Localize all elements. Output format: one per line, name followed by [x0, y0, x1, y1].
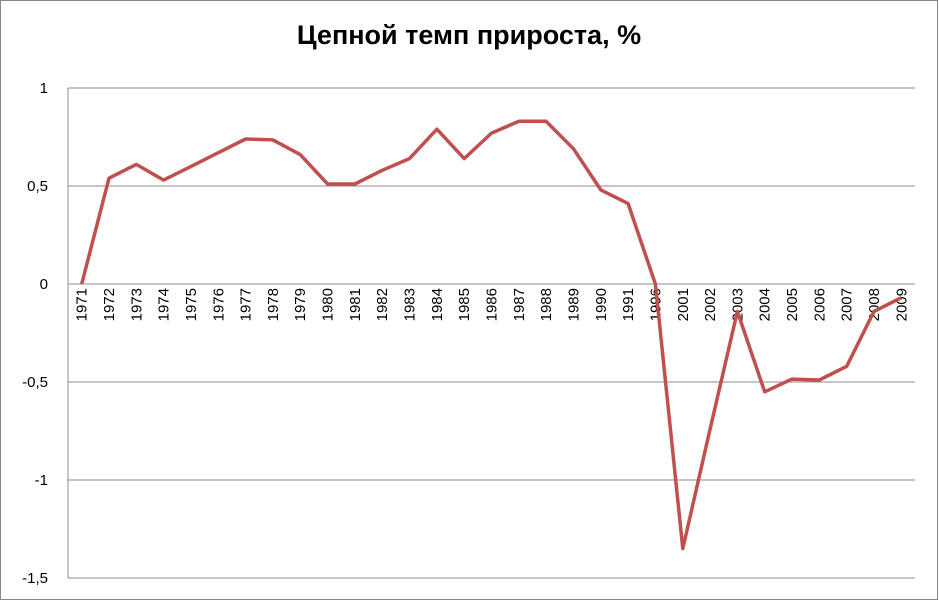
y-tick-label: -1	[35, 472, 48, 489]
y-tick-label: -0,5	[22, 374, 48, 391]
y-tick-label: 1	[40, 80, 48, 97]
x-tick-label: 1988	[538, 288, 555, 321]
x-tick-label: 1979	[292, 288, 309, 321]
x-tick-label: 2006	[811, 288, 828, 321]
x-tick-label: 1974	[156, 288, 173, 321]
y-tick-label: -1,5	[22, 570, 48, 587]
x-tick-label: 2001	[675, 288, 692, 321]
x-tick-label: 1989	[565, 288, 582, 321]
y-tick-label: 0	[40, 276, 48, 293]
x-tick-label: 2003	[729, 288, 746, 321]
x-tick-label: 1981	[347, 288, 364, 321]
x-tick-label: 1972	[101, 288, 118, 321]
x-tick-label: 1984	[429, 288, 446, 321]
x-tick-label: 1990	[593, 288, 610, 321]
x-tick-label: 1991	[620, 288, 637, 321]
x-tick-label: 2008	[866, 288, 883, 321]
x-tick-label: 1975	[183, 288, 200, 321]
x-tick-label: 2002	[702, 288, 719, 321]
x-tick-label: 1982	[374, 288, 391, 321]
x-tick-label: 2009	[893, 288, 910, 321]
chart-title: Цепной темп прироста, %	[297, 20, 641, 50]
x-tick-label: 2004	[757, 288, 774, 321]
x-tick-label: 1976	[210, 288, 227, 321]
x-tick-label: 1977	[238, 288, 255, 321]
x-tick-label: 1980	[320, 288, 337, 321]
x-tick-label: 1971	[74, 288, 91, 321]
x-tick-label: 1987	[511, 288, 528, 321]
x-tick-label: 1983	[402, 288, 419, 321]
x-tick-label: 2007	[839, 288, 856, 321]
x-tick-label: 2005	[784, 288, 801, 321]
x-tick-label: 1985	[456, 288, 473, 321]
x-tick-label: 1986	[484, 288, 501, 321]
x-tick-label: 1978	[265, 288, 282, 321]
x-tick-label: 1973	[128, 288, 145, 321]
y-tick-label: 0,5	[27, 178, 48, 195]
data-line	[80, 119, 903, 551]
